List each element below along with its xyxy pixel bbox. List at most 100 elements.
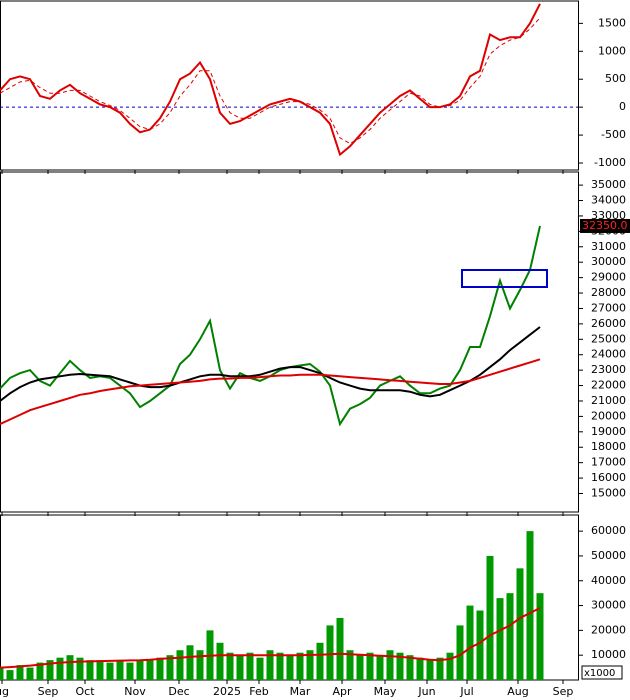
volume-bar xyxy=(126,662,134,680)
volume-bar xyxy=(46,660,54,680)
volume-bar xyxy=(416,657,424,680)
volume-bar xyxy=(396,652,404,680)
volume-bar xyxy=(446,652,454,680)
y-tick-label: 40000 xyxy=(591,574,626,587)
volume-bar xyxy=(466,605,474,680)
volume-bar xyxy=(276,652,284,680)
volume-bar xyxy=(356,655,364,680)
y-tick-label: 1000 xyxy=(598,44,626,57)
y-tick-label: 30000 xyxy=(591,599,626,612)
series-line xyxy=(0,358,541,426)
series-line xyxy=(0,17,541,145)
volume-bar xyxy=(506,593,514,680)
volume-bar xyxy=(286,655,294,680)
y-tick-label: 21000 xyxy=(591,394,626,407)
volume-bar xyxy=(496,598,504,680)
volume-bar xyxy=(486,555,494,680)
y-tick-label: 50000 xyxy=(591,549,626,562)
volume-bar xyxy=(346,650,354,680)
volume-bar xyxy=(296,652,304,680)
volume-bar xyxy=(156,657,164,680)
y-tick-label: 27000 xyxy=(591,301,626,314)
y-tick-label: 28000 xyxy=(591,286,626,299)
volume-bar xyxy=(266,650,274,680)
y-tick-label: 23000 xyxy=(591,363,626,376)
x-tick-label: Nov xyxy=(124,685,146,698)
volume-bar xyxy=(526,531,534,680)
x-tick-label: ug xyxy=(0,685,9,698)
x-tick-label: Mar xyxy=(290,685,311,698)
x-tick-label: 2025 xyxy=(213,685,241,698)
plot-area xyxy=(0,3,541,157)
volume-bar xyxy=(306,650,314,680)
volume-bar xyxy=(16,665,24,680)
volume-bar xyxy=(66,655,74,680)
y-tick-label: 15000 xyxy=(591,486,626,499)
volume-bar xyxy=(246,652,254,680)
volume-bar xyxy=(56,657,64,680)
last-price-tag xyxy=(580,218,630,233)
y-tick-label: 16000 xyxy=(591,471,626,484)
volume-bar xyxy=(76,657,84,680)
x-tick-label: May xyxy=(374,685,397,698)
volume-bar xyxy=(0,667,4,680)
series-line xyxy=(0,3,541,157)
volume-bar xyxy=(116,660,124,680)
y-tick-label: 500 xyxy=(605,72,626,85)
series-line xyxy=(0,607,541,669)
volume-bar xyxy=(336,617,344,680)
y-tick-label: 17000 xyxy=(591,456,626,469)
volume-bar xyxy=(86,660,94,680)
volume-bar xyxy=(426,660,434,680)
volume-bar xyxy=(366,652,374,680)
x-tick-label: Sep xyxy=(38,685,59,698)
volume-bar xyxy=(456,625,464,680)
last-price-label: 32350.0 xyxy=(582,219,628,232)
y-tick-label: 25000 xyxy=(591,332,626,345)
y-tick-label: 20000 xyxy=(591,623,626,636)
y-tick-label: 34000 xyxy=(591,194,626,207)
unit-label: x1000 xyxy=(584,668,615,679)
y-tick-label: 0 xyxy=(619,100,626,113)
volume-bar xyxy=(226,652,234,680)
y-tick-label: 31000 xyxy=(591,240,626,253)
volume-bar xyxy=(166,655,174,680)
volume-bar xyxy=(186,645,194,680)
volume-bar xyxy=(196,650,204,680)
volume-bar xyxy=(216,642,224,680)
volume-bar xyxy=(6,670,14,680)
x-tick-label: Apr xyxy=(332,685,352,698)
series-line xyxy=(0,326,541,402)
y-tick-label: 20000 xyxy=(591,409,626,422)
volume-bar xyxy=(256,657,264,680)
y-tick-label: 22000 xyxy=(591,379,626,392)
x-tick-label: Jun xyxy=(417,685,435,698)
y-tick-label: 30000 xyxy=(591,255,626,268)
volume-bar xyxy=(176,650,184,680)
panel-frame xyxy=(0,171,579,513)
breakout-box xyxy=(461,269,548,288)
y-tick-label: 24000 xyxy=(591,348,626,361)
volume-bar xyxy=(476,610,484,680)
volume-bar xyxy=(386,650,394,680)
x-tick-label: Sep xyxy=(553,685,574,698)
y-tick-label: 35000 xyxy=(591,178,626,191)
plot-area xyxy=(0,225,541,427)
volume-bar xyxy=(36,662,44,680)
y-tick-label: 26000 xyxy=(591,317,626,330)
x-tick-label: Jul xyxy=(459,685,473,698)
volume-bar xyxy=(536,593,544,680)
volume-bar xyxy=(96,660,104,680)
volume-bar xyxy=(516,568,524,680)
volume-bar xyxy=(236,655,244,680)
x-tick-label: Feb xyxy=(249,685,268,698)
unit-box xyxy=(581,665,623,680)
volume-bar xyxy=(106,662,114,680)
volume-bar xyxy=(146,660,154,680)
y-tick-label: 33000 xyxy=(591,209,626,222)
y-tick-label: 1500 xyxy=(598,16,626,29)
volume-bar xyxy=(326,625,334,680)
y-tick-label: 29000 xyxy=(591,271,626,284)
